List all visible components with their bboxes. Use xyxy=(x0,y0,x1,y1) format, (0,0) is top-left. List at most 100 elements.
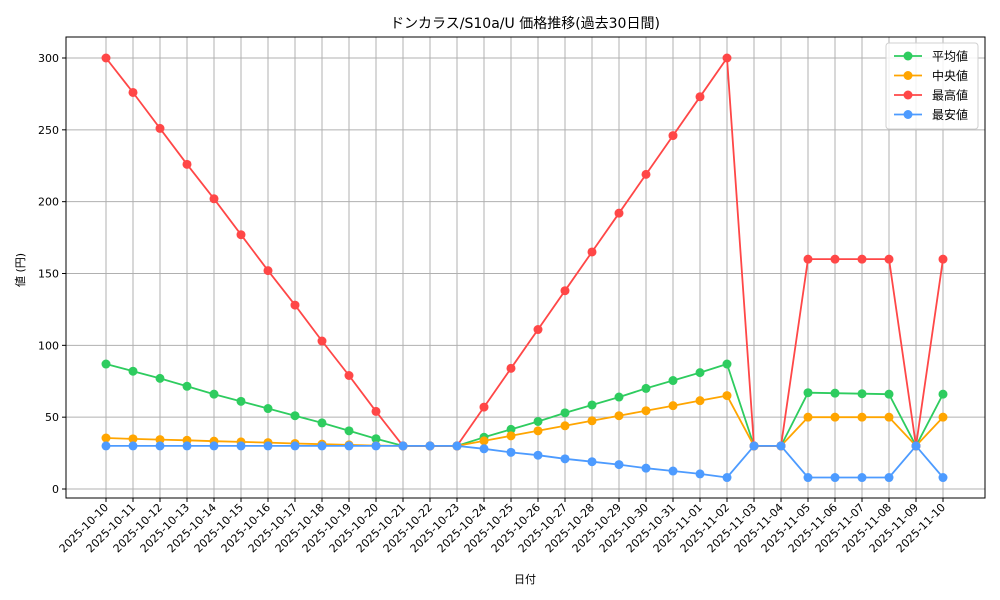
data-point xyxy=(614,411,624,421)
y-tick-label: 50 xyxy=(45,411,59,424)
data-point xyxy=(884,254,894,264)
data-point xyxy=(668,131,678,141)
data-point xyxy=(182,159,192,169)
data-point xyxy=(587,457,597,467)
data-point xyxy=(614,208,624,218)
data-point xyxy=(371,406,381,416)
data-point xyxy=(641,169,651,179)
y-axis: 0 50 100 150 200 250 300 xyxy=(38,52,66,496)
data-point xyxy=(641,383,651,393)
data-point xyxy=(614,392,624,402)
legend-label: 平均値 xyxy=(932,49,968,64)
data-point xyxy=(938,473,948,483)
data-point xyxy=(155,123,165,133)
plot-area-frame xyxy=(65,36,986,499)
y-tick-label: 150 xyxy=(38,268,59,281)
data-point xyxy=(830,473,840,483)
legend-box xyxy=(885,42,979,130)
data-point xyxy=(695,469,705,479)
y-tick-label: 0 xyxy=(52,483,59,496)
data-point xyxy=(506,447,516,457)
data-point xyxy=(506,424,516,434)
data-point xyxy=(641,406,651,416)
data-point xyxy=(722,53,732,63)
data-point xyxy=(587,400,597,410)
data-point xyxy=(938,412,948,422)
data-point xyxy=(263,441,273,451)
data-point xyxy=(857,254,867,264)
data-point xyxy=(830,388,840,398)
data-point xyxy=(560,286,570,296)
data-point xyxy=(641,463,651,473)
y-tick-label: 200 xyxy=(38,196,59,209)
data-point xyxy=(128,87,138,97)
data-point xyxy=(722,391,732,401)
data-point xyxy=(668,376,678,386)
data-point xyxy=(479,402,489,412)
data-point xyxy=(830,412,840,422)
data-point xyxy=(290,411,300,421)
series-line xyxy=(101,391,948,451)
data-point xyxy=(803,412,813,422)
data-point xyxy=(911,441,921,451)
chart-title: ドンカラス/S10a/U 価格推移(過去30日間) xyxy=(390,16,660,32)
series-line xyxy=(101,53,948,451)
data-point xyxy=(560,421,570,431)
data-point xyxy=(101,359,111,369)
data-point xyxy=(452,441,462,451)
data-point xyxy=(209,389,219,399)
data-point xyxy=(128,434,138,444)
data-point xyxy=(101,53,111,63)
data-point xyxy=(749,441,759,451)
data-point xyxy=(290,300,300,310)
data-point xyxy=(425,441,435,451)
data-point xyxy=(155,435,165,445)
legend-label: 最高値 xyxy=(932,88,968,103)
data-point xyxy=(128,441,138,451)
data-point xyxy=(506,363,516,373)
data-point xyxy=(236,441,246,451)
data-point xyxy=(101,441,111,451)
y-tick-label: 250 xyxy=(38,124,59,137)
data-point xyxy=(587,247,597,257)
data-point xyxy=(668,466,678,476)
data-point xyxy=(290,441,300,451)
data-point xyxy=(263,404,273,414)
data-point xyxy=(371,434,381,444)
data-point xyxy=(884,389,894,399)
data-point xyxy=(830,254,840,264)
data-point xyxy=(695,368,705,378)
data-point xyxy=(722,473,732,483)
data-point xyxy=(155,441,165,451)
data-point xyxy=(479,444,489,454)
data-point xyxy=(695,396,705,406)
data-point xyxy=(506,431,516,441)
y-tick-label: 100 xyxy=(38,339,59,352)
data-point xyxy=(857,412,867,422)
x-axis-label: 日付 xyxy=(514,573,536,586)
data-point xyxy=(560,408,570,418)
data-point xyxy=(776,441,786,451)
data-point xyxy=(317,418,327,428)
data-point xyxy=(182,441,192,451)
data-point xyxy=(398,441,408,451)
data-point xyxy=(182,381,192,391)
data-point xyxy=(857,389,867,399)
legend-swatch-marker xyxy=(903,71,913,80)
data-point xyxy=(803,254,813,264)
data-point xyxy=(209,194,219,204)
data-point xyxy=(884,412,894,422)
data-point xyxy=(722,359,732,369)
series-line xyxy=(101,359,948,451)
legend-swatch-marker xyxy=(903,90,913,100)
data-point xyxy=(209,441,219,451)
data-point xyxy=(803,388,813,398)
data-point xyxy=(803,473,813,483)
data-point xyxy=(101,433,111,443)
data-point xyxy=(344,441,354,451)
data-point xyxy=(938,389,948,399)
data-point xyxy=(857,473,867,483)
data-point xyxy=(533,325,543,335)
